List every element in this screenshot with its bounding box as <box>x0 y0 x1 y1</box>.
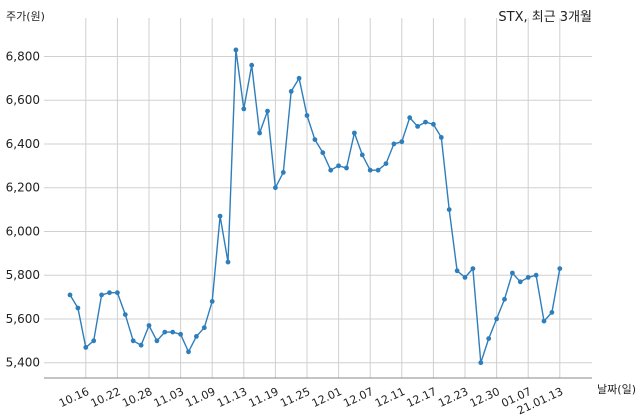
data-point <box>359 152 365 158</box>
data-point <box>344 165 349 171</box>
y-tick-label: 5,400 <box>6 356 40 370</box>
x-tick-label: 11.09 <box>183 385 217 410</box>
data-point <box>225 259 231 265</box>
data-point <box>454 268 460 274</box>
data-point <box>462 275 468 280</box>
x-tick-label: 11.25 <box>278 385 312 410</box>
data-point <box>122 312 128 317</box>
x-gridlines <box>85 18 561 378</box>
y-tick-label: 5,600 <box>6 312 40 326</box>
data-point <box>146 323 152 328</box>
data-point <box>265 108 270 114</box>
data-point <box>249 62 255 68</box>
x-tick-label: 10.22 <box>89 385 123 410</box>
data-point <box>170 329 176 335</box>
chart-title: STX, 최근 3개월 <box>498 10 592 25</box>
x-tick-label: 12.11 <box>373 385 407 410</box>
data-point <box>478 360 484 366</box>
data-point <box>217 213 223 219</box>
data-point <box>312 137 318 143</box>
data-point <box>391 141 397 147</box>
data-point <box>67 292 73 298</box>
data-point <box>375 167 381 173</box>
data-point <box>423 119 428 125</box>
data-point <box>517 279 523 285</box>
data-point <box>130 338 136 344</box>
data-point <box>549 310 555 315</box>
y-axis-label: 주가(원) <box>6 10 45 23</box>
y-tick-label: 6,400 <box>6 137 40 151</box>
data-point <box>257 130 262 136</box>
data-point <box>99 292 104 298</box>
series-line <box>69 49 561 363</box>
data-point <box>162 329 168 335</box>
y-tick-label: 6,200 <box>6 181 40 195</box>
y-tick-label: 6,600 <box>6 93 40 107</box>
data-point <box>304 113 310 118</box>
y-tick-label: 6,000 <box>6 224 40 238</box>
x-tick-label: 11.03 <box>152 385 186 410</box>
data-point <box>75 305 81 311</box>
data-point <box>138 342 144 348</box>
data-point <box>533 272 539 278</box>
x-tick-label: 12.23 <box>436 385 470 410</box>
data-point <box>336 163 341 169</box>
data-point <box>557 266 563 271</box>
x-tick-label: 11.13 <box>215 385 249 410</box>
data-point <box>154 338 160 344</box>
data-point <box>415 124 420 129</box>
data-point <box>525 275 531 280</box>
data-point <box>510 270 515 276</box>
data-point <box>407 115 413 121</box>
data-point <box>320 150 326 156</box>
y-tick-label: 6,800 <box>6 49 40 63</box>
data-point <box>209 299 215 304</box>
x-tick-label: 10.28 <box>120 385 154 410</box>
data-point <box>296 75 302 81</box>
x-tick-label: 12.07 <box>341 385 375 410</box>
data-point <box>399 139 405 145</box>
data-point <box>107 290 112 296</box>
data-point <box>280 170 286 175</box>
x-tick-label: 12.17 <box>405 385 439 410</box>
data-point <box>502 296 507 302</box>
x-tick-label: 10.16 <box>57 385 91 410</box>
data-point <box>233 47 239 53</box>
y-tick-label: 5,800 <box>6 268 40 282</box>
y-gridlines <box>44 55 592 364</box>
data-point <box>201 325 207 331</box>
data-point <box>446 207 452 213</box>
data-point <box>178 331 184 337</box>
data-point <box>486 336 492 341</box>
data-point <box>241 106 247 112</box>
data-point <box>541 318 547 324</box>
x-axis-label: 날짜(일) <box>597 383 636 396</box>
series-layer <box>67 47 563 366</box>
y-tick-labels: 5,400 5,600 5,800 6,000 6,200 6,400 6,600 6,800 <box>6 49 40 369</box>
data-point <box>91 338 97 344</box>
data-point <box>273 185 278 191</box>
x-tick-labels: 10.1610.2210.2811.0311.0911.1311.1911.25… <box>57 385 565 417</box>
data-point <box>438 135 444 140</box>
data-point <box>83 345 89 350</box>
x-tick-label: 12.30 <box>468 385 502 410</box>
data-point <box>115 290 120 296</box>
data-point <box>431 121 436 127</box>
x-tick-label: 11.19 <box>247 385 281 410</box>
data-point <box>194 334 199 339</box>
data-point <box>288 89 294 94</box>
data-point <box>367 167 373 173</box>
data-point <box>470 266 476 271</box>
data-point <box>383 161 389 167</box>
data-point <box>494 316 499 322</box>
data-point <box>186 349 191 355</box>
x-tick-label: 12.01 <box>310 385 344 410</box>
data-point <box>352 130 357 136</box>
data-point <box>328 167 334 173</box>
